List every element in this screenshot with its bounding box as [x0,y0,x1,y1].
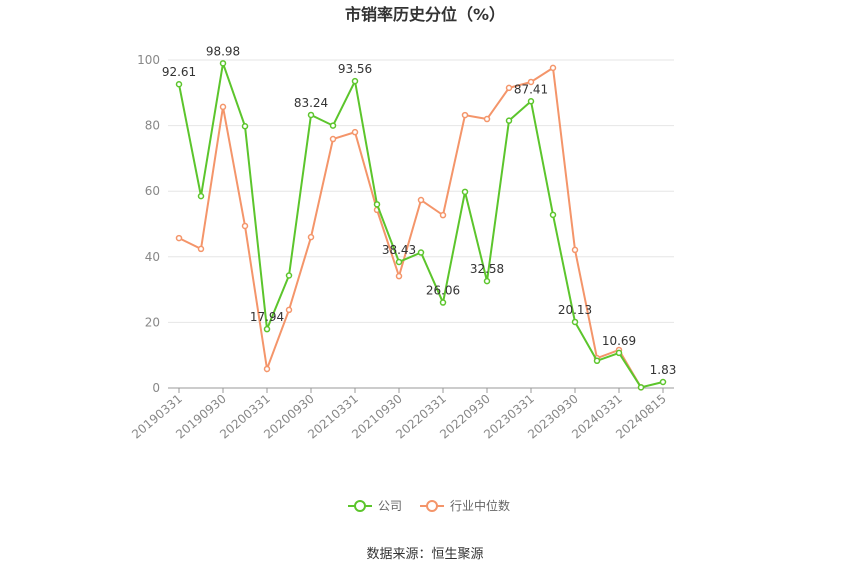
y-tick-label: 0 [152,381,160,395]
point [439,211,447,219]
point [417,196,425,204]
y-tick-label: 40 [145,250,160,264]
point [549,64,557,72]
data-label: 1.83 [650,363,677,377]
source: 数据来源：恒生聚源 [366,547,483,562]
point [329,135,337,143]
point [175,234,183,242]
point [175,80,183,88]
data-label: 17.94 [250,310,284,324]
point [439,299,447,306]
point [615,349,623,357]
point [351,128,359,136]
series-line [178,66,642,388]
point [307,233,315,241]
point [637,384,645,391]
legend-item: 公司 [348,499,402,513]
data-label: 20.13 [558,303,592,317]
data-label: 87.41 [514,82,548,96]
point [549,211,557,219]
point [307,111,315,119]
point [505,117,513,124]
point [593,357,601,365]
point [461,111,469,119]
point [571,318,579,326]
point [659,378,667,386]
chart-title: 市销率历史分位（%） [345,5,505,24]
y-tick-label: 80 [145,119,160,133]
point [241,222,249,230]
point [263,365,271,373]
point [351,77,359,85]
data-label: 32.58 [470,262,504,276]
point [395,272,403,280]
point [571,246,579,254]
point [395,258,403,266]
point [285,306,293,314]
data-label: 98.98 [206,44,240,58]
data-label: 93.56 [338,62,372,76]
point [241,123,249,130]
y-tick-label: 20 [145,315,160,329]
point [197,192,205,200]
point [483,115,491,123]
legend-item: 行业中位数 [420,498,510,513]
y-tick-label: 100 [137,53,160,67]
point [197,245,205,253]
point [263,325,271,333]
data-label: 10.69 [602,334,636,348]
data-label: 26.06 [426,284,460,298]
point [417,249,425,256]
point [219,103,227,111]
point [285,272,293,279]
point [527,98,535,105]
legend-marker [354,500,366,512]
point [461,188,469,196]
data-label: 83.24 [294,96,328,110]
point [329,122,337,129]
point [505,84,513,92]
point [483,277,491,285]
series-line [178,63,664,389]
data-label: 92.61 [162,65,196,79]
y-tick-label: 60 [145,184,160,198]
legend-marker [426,500,439,512]
legend-label: 公司 [378,499,402,513]
point [219,60,227,67]
data-label: 38.43 [382,243,416,257]
legend-label: 行业中位数 [450,498,510,513]
point [527,78,535,86]
point [373,201,381,208]
